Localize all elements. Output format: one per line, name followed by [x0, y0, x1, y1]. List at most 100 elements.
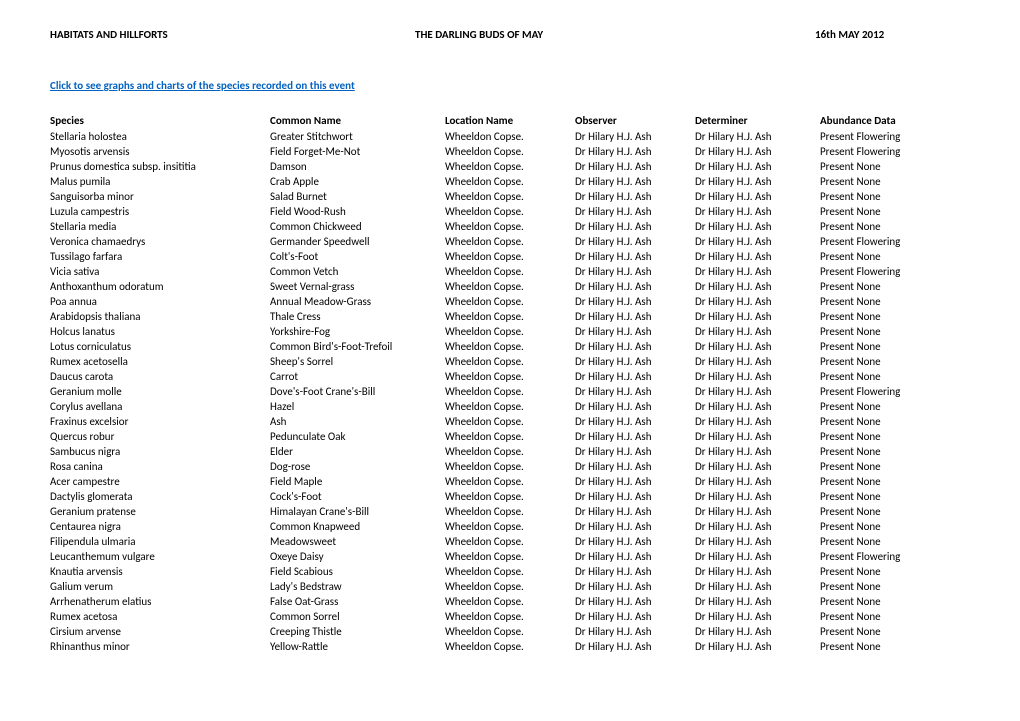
- table-cell: Dr Hilary H.J. Ash: [575, 159, 695, 174]
- table-cell: Wheeldon Copse.: [445, 399, 575, 414]
- table-cell: Dr Hilary H.J. Ash: [695, 549, 820, 564]
- table-cell: Wheeldon Copse.: [445, 189, 575, 204]
- table-cell: Present None: [820, 459, 970, 474]
- table-cell: Dr Hilary H.J. Ash: [575, 339, 695, 354]
- table-cell: Wheeldon Copse.: [445, 129, 575, 144]
- table-cell: Sheep's Sorrel: [270, 354, 445, 369]
- table-cell: Wheeldon Copse.: [445, 264, 575, 279]
- table-cell: Stellaria holostea: [50, 129, 270, 144]
- table-row: Anthoxanthum odoratumSweet Vernal-grassW…: [50, 279, 970, 294]
- col-abundance: Abundance Data: [820, 114, 970, 129]
- table-cell: Present None: [820, 249, 970, 264]
- table-cell: Arabidopsis thaliana: [50, 309, 270, 324]
- table-cell: Dr Hilary H.J. Ash: [695, 579, 820, 594]
- table-cell: Present None: [820, 174, 970, 189]
- table-row: Stellaria mediaCommon ChickweedWheeldon …: [50, 219, 970, 234]
- table-cell: Dr Hilary H.J. Ash: [695, 294, 820, 309]
- table-cell: Dr Hilary H.J. Ash: [695, 144, 820, 159]
- table-row: Vicia sativaCommon VetchWheeldon Copse.D…: [50, 264, 970, 279]
- table-cell: Dr Hilary H.J. Ash: [575, 219, 695, 234]
- table-cell: Dr Hilary H.J. Ash: [575, 549, 695, 564]
- table-cell: Present None: [820, 474, 970, 489]
- table-cell: Daucus carota: [50, 369, 270, 384]
- table-cell: Wheeldon Copse.: [445, 459, 575, 474]
- table-cell: Wheeldon Copse.: [445, 429, 575, 444]
- table-cell: Prunus domestica subsp. insititia: [50, 159, 270, 174]
- table-cell: Wheeldon Copse.: [445, 204, 575, 219]
- table-row: Quercus roburPedunculate OakWheeldon Cop…: [50, 429, 970, 444]
- table-cell: Present None: [820, 534, 970, 549]
- table-cell: Filipendula ulmaria: [50, 534, 270, 549]
- table-cell: Dr Hilary H.J. Ash: [695, 204, 820, 219]
- table-row: Luzula campestrisField Wood-RushWheeldon…: [50, 204, 970, 219]
- table-row: Geranium molleDove's-Foot Crane's-BillWh…: [50, 384, 970, 399]
- table-cell: Dr Hilary H.J. Ash: [695, 489, 820, 504]
- table-cell: Dr Hilary H.J. Ash: [575, 609, 695, 624]
- table-cell: Dr Hilary H.J. Ash: [695, 189, 820, 204]
- table-cell: Myosotis arvensis: [50, 144, 270, 159]
- table-cell: Present None: [820, 354, 970, 369]
- table-cell: Present None: [820, 639, 970, 654]
- table-cell: Wheeldon Copse.: [445, 279, 575, 294]
- table-cell: Present Flowering: [820, 549, 970, 564]
- species-charts-link[interactable]: Click to see graphs and charts of the sp…: [50, 79, 355, 92]
- table-cell: False Oat-Grass: [270, 594, 445, 609]
- table-cell: Present None: [820, 429, 970, 444]
- col-species: Species: [50, 114, 270, 129]
- header-left: HABITATS AND HILLFORTS: [50, 28, 415, 41]
- table-cell: Common Knapweed: [270, 519, 445, 534]
- table-cell: Dr Hilary H.J. Ash: [695, 354, 820, 369]
- table-cell: Dr Hilary H.J. Ash: [575, 444, 695, 459]
- table-row: Acer campestreField MapleWheeldon Copse.…: [50, 474, 970, 489]
- table-cell: Colt's-Foot: [270, 249, 445, 264]
- table-row: Poa annuaAnnual Meadow-GrassWheeldon Cop…: [50, 294, 970, 309]
- table-cell: Wheeldon Copse.: [445, 489, 575, 504]
- table-row: Leucanthemum vulgareOxeye DaisyWheeldon …: [50, 549, 970, 564]
- table-cell: Germander Speedwell: [270, 234, 445, 249]
- table-cell: Fraxinus excelsior: [50, 414, 270, 429]
- table-cell: Lotus corniculatus: [50, 339, 270, 354]
- table-cell: Stellaria media: [50, 219, 270, 234]
- table-cell: Dr Hilary H.J. Ash: [695, 129, 820, 144]
- header-middle: THE DARLING BUDS OF MAY: [415, 28, 815, 41]
- table-row: Arrhenatherum elatiusFalse Oat-GrassWhee…: [50, 594, 970, 609]
- table-cell: Dr Hilary H.J. Ash: [695, 234, 820, 249]
- table-cell: Yorkshire-Fog: [270, 324, 445, 339]
- table-cell: Present None: [820, 159, 970, 174]
- table-cell: Present Flowering: [820, 264, 970, 279]
- table-cell: Dr Hilary H.J. Ash: [575, 624, 695, 639]
- table-cell: Cirsium arvense: [50, 624, 270, 639]
- table-cell: Dr Hilary H.J. Ash: [695, 159, 820, 174]
- table-row: Tussilago farfaraColt's-FootWheeldon Cop…: [50, 249, 970, 264]
- table-cell: Knautia arvensis: [50, 564, 270, 579]
- table-cell: Dr Hilary H.J. Ash: [575, 354, 695, 369]
- table-cell: Present None: [820, 204, 970, 219]
- table-cell: Present None: [820, 279, 970, 294]
- table-cell: Wheeldon Copse.: [445, 354, 575, 369]
- table-cell: Dr Hilary H.J. Ash: [695, 564, 820, 579]
- table-cell: Dr Hilary H.J. Ash: [695, 174, 820, 189]
- table-cell: Dr Hilary H.J. Ash: [575, 474, 695, 489]
- table-row: Veronica chamaedrysGermander SpeedwellWh…: [50, 234, 970, 249]
- table-cell: Dr Hilary H.J. Ash: [575, 189, 695, 204]
- table-cell: Damson: [270, 159, 445, 174]
- table-row: Knautia arvensisField ScabiousWheeldon C…: [50, 564, 970, 579]
- table-cell: Wheeldon Copse.: [445, 324, 575, 339]
- table-cell: Present None: [820, 324, 970, 339]
- table-cell: Wheeldon Copse.: [445, 444, 575, 459]
- table-cell: Thale Cress: [270, 309, 445, 324]
- table-row: Cirsium arvenseCreeping ThistleWheeldon …: [50, 624, 970, 639]
- table-cell: Dr Hilary H.J. Ash: [575, 504, 695, 519]
- table-row: Geranium pratenseHimalayan Crane's-BillW…: [50, 504, 970, 519]
- table-row: Stellaria holosteaGreater StitchwortWhee…: [50, 129, 970, 144]
- table-cell: Corylus avellana: [50, 399, 270, 414]
- col-observer: Observer: [575, 114, 695, 129]
- table-cell: Dr Hilary H.J. Ash: [695, 414, 820, 429]
- table-cell: Wheeldon Copse.: [445, 594, 575, 609]
- table-cell: Acer campestre: [50, 474, 270, 489]
- table-cell: Dr Hilary H.J. Ash: [575, 174, 695, 189]
- table-cell: Vicia sativa: [50, 264, 270, 279]
- table-cell: Dr Hilary H.J. Ash: [695, 264, 820, 279]
- table-cell: Creeping Thistle: [270, 624, 445, 639]
- table-cell: Himalayan Crane's-Bill: [270, 504, 445, 519]
